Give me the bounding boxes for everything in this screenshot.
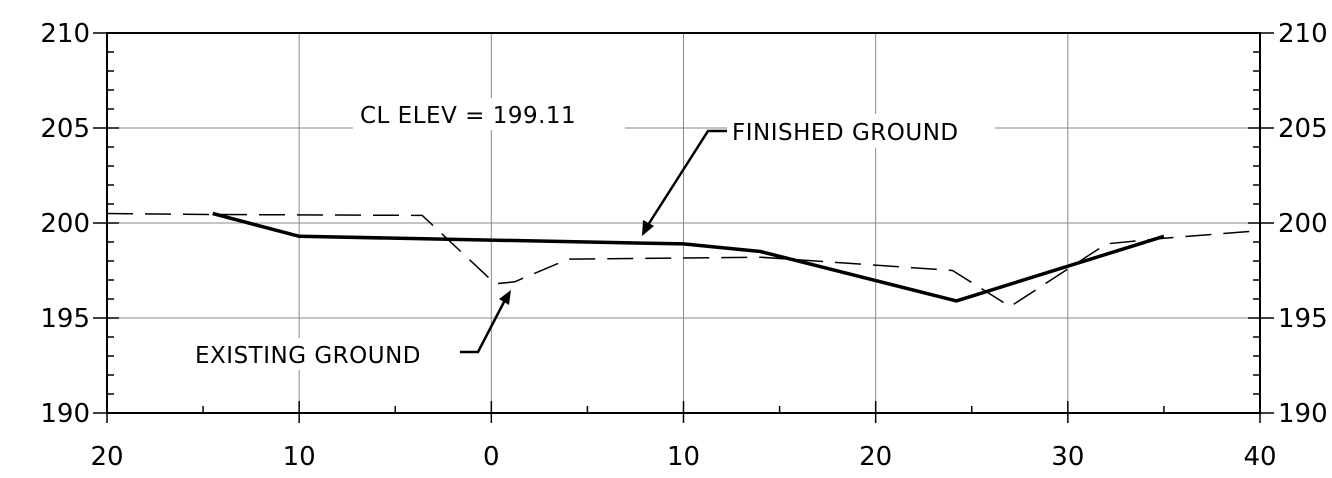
series-group [106, 211, 1261, 308]
x-tick-label: 40 [1243, 442, 1276, 472]
finished-ground-mask [727, 114, 995, 148]
finished-ground-callout: FINISHED GROUND [642, 114, 995, 236]
grid [107, 33, 1260, 413]
finished-ground-leader [646, 129, 727, 226]
x-tick-label: 20 [859, 442, 892, 472]
existing-ground-mask [190, 338, 458, 370]
y-tick-label-left: 190 [40, 399, 90, 429]
y-tick-label-right: 195 [1278, 304, 1328, 334]
finished-ground-arrowhead [642, 220, 654, 236]
plot-frame [106, 32, 1261, 414]
finished-ground-label: FINISHED GROUND [732, 120, 959, 146]
cl-elev-label: CL ELEV = 199.11 [360, 103, 576, 129]
cl-elev-annotation: CL ELEV = 199.11 [353, 98, 625, 130]
existing-ground-callout: EXISTING GROUND [190, 290, 511, 370]
y-tick-label-right: 200 [1278, 209, 1328, 239]
y-tick-label-right: 190 [1278, 399, 1328, 429]
y-tick-label-right: 210 [1278, 19, 1328, 49]
existing-ground-arrowhead [499, 290, 511, 305]
y-tick-label-right: 205 [1278, 114, 1328, 144]
y-tick-label-left: 205 [40, 114, 90, 144]
existing-ground-line [106, 212, 1261, 308]
x-tick-label: 30 [1051, 442, 1084, 472]
existing-ground-leader [460, 299, 507, 354]
x-tick-label: 0 [483, 442, 500, 472]
x-tick-label: 10 [283, 442, 316, 472]
cl-elev-mask [353, 98, 625, 130]
y-tick-label-left: 200 [40, 209, 90, 239]
finished-ground-line [212, 211, 1165, 303]
y-tick-label-left: 195 [40, 304, 90, 334]
x-tick-label: 20 [90, 442, 123, 472]
x-tick-label: 10 [667, 442, 700, 472]
existing-ground-label: EXISTING GROUND [195, 343, 421, 369]
y-tick-label-left: 210 [40, 19, 90, 49]
